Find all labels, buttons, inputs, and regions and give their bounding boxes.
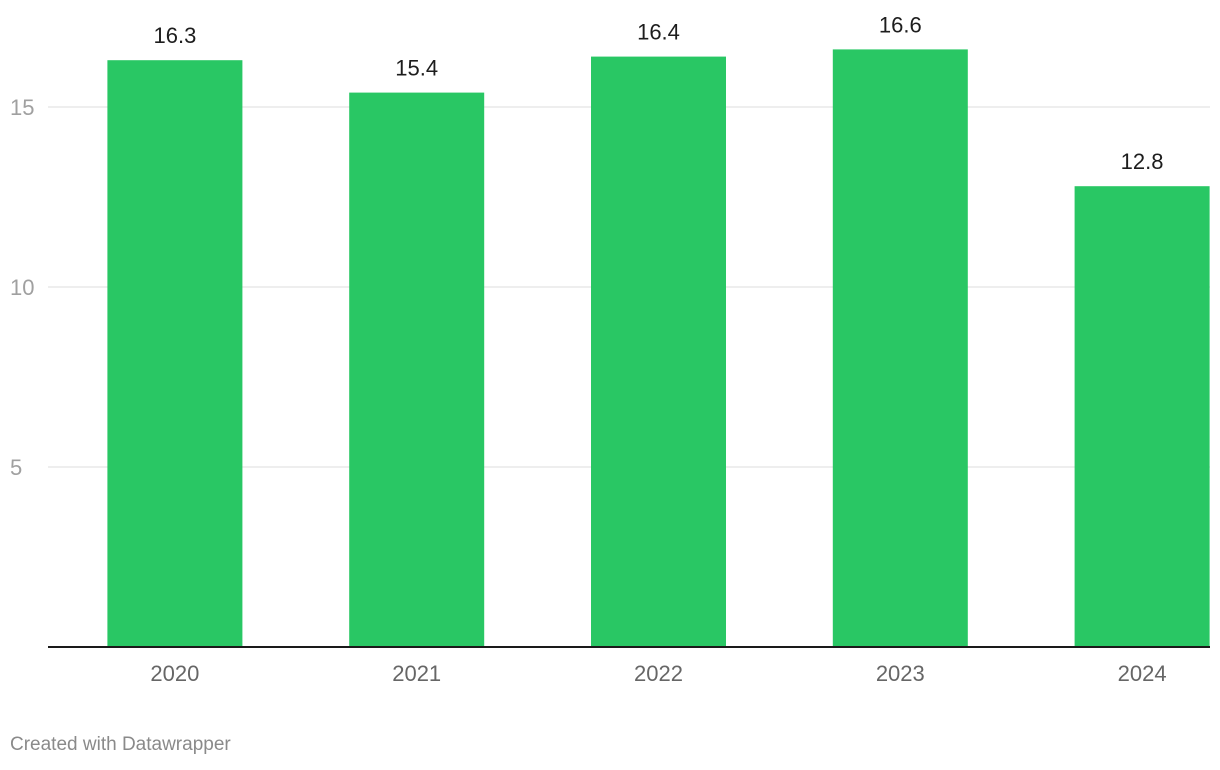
bar-2024 [1074,186,1210,647]
data-label: 16.6 [879,12,922,37]
x-tick-label: 2020 [150,661,199,686]
x-tick-label: 2022 [634,661,683,686]
data-label: 16.3 [153,23,196,48]
y-tick-label: 15 [10,95,34,120]
credit-text: Created with Datawrapper [10,734,231,755]
x-tick-label: 2021 [392,661,441,686]
y-tick-label: 5 [10,455,22,480]
y-tick-label: 10 [10,275,34,300]
data-labels: 16.3 15.4 16.4 16.6 12.8 [153,12,1163,174]
bar-2022 [591,56,726,648]
data-label: 12.8 [1121,149,1164,174]
x-tick-label: 2024 [1118,661,1167,686]
x-axis: 2020 2021 2022 2023 2024 [48,646,1210,686]
bars [107,49,1210,648]
bar-2020 [107,60,243,647]
data-label: 16.4 [637,20,680,45]
bar-2023 [832,49,968,647]
x-tick-label: 2023 [876,661,925,686]
data-label: 15.4 [395,56,438,81]
bar-2021 [349,92,485,648]
